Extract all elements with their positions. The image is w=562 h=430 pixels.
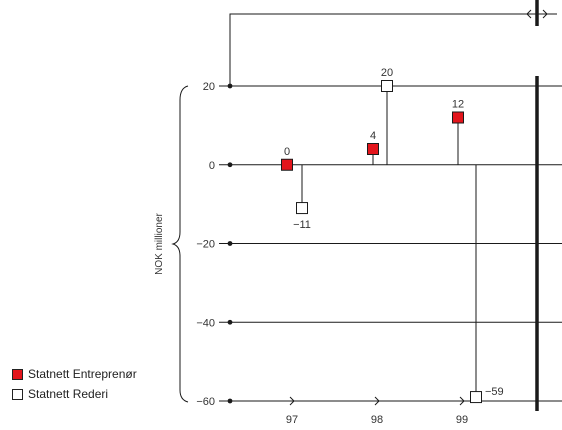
legend-label-entreprenor: Statnett Entreprenør — [28, 367, 137, 381]
marker-rederi — [470, 391, 482, 404]
x-arrow-marker — [459, 396, 465, 406]
x-arrow-marker — [374, 396, 380, 406]
data-label: 12 — [452, 99, 464, 111]
grid-dot — [227, 162, 233, 168]
data-label: 0 — [284, 146, 290, 158]
marker-entreprenor — [281, 158, 293, 171]
legend-item-entreprenor: Statnett Entreprenør — [12, 367, 137, 381]
y-tick-label: −20 — [196, 239, 215, 251]
arrow-right-icon — [542, 9, 548, 19]
marker-entreprenor — [367, 143, 379, 155]
marker-rederi — [381, 80, 393, 92]
grid-dot — [227, 241, 233, 246]
data-label: −59 — [485, 386, 504, 398]
y-tick-label: −60 — [196, 396, 215, 408]
x-tick-label: 98 — [371, 414, 383, 426]
grid-dot — [227, 398, 233, 404]
legend-label-rederi: Statnett Rederi — [28, 387, 109, 401]
top-connector-line — [229, 13, 557, 86]
legend-item-rederi: Statnett Rederi — [12, 387, 108, 401]
y-tick-label: −40 — [196, 317, 215, 329]
y-tick-label: 0 — [209, 160, 215, 172]
legend-swatch-red — [12, 368, 23, 380]
marker-entreprenor — [452, 111, 464, 124]
y-tick-label: 20 — [203, 81, 215, 93]
marker-rederi — [296, 202, 308, 215]
data-label: 20 — [381, 67, 393, 79]
legend-swatch-white — [12, 388, 23, 400]
x-tick-label: 99 — [456, 414, 468, 426]
data-label: 4 — [370, 130, 376, 142]
arrow-left-icon — [526, 9, 532, 19]
data-label: −11 — [293, 219, 311, 231]
y-axis-label: NOK millioner — [154, 212, 165, 274]
y-brace — [171, 85, 189, 403]
x-arrow-marker — [289, 396, 295, 406]
grid-dot — [227, 319, 233, 325]
x-tick-label: 97 — [286, 414, 298, 426]
